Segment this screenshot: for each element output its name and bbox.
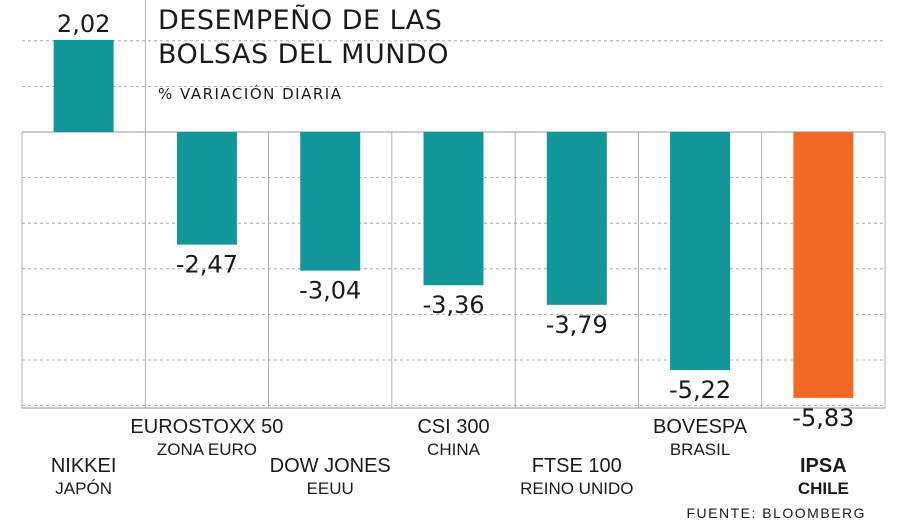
- bar: [793, 132, 854, 398]
- data-label: -3,04: [299, 277, 361, 305]
- title-block: DESEMPEÑO DE LAS BOLSAS DEL MUNDO % VARI…: [158, 4, 449, 103]
- source-note: FUENTE: BLOOMBERG: [686, 505, 866, 521]
- data-label: -2,47: [176, 251, 238, 279]
- chart-title: DESEMPEÑO DE LAS BOLSAS DEL MUNDO: [158, 5, 449, 70]
- bar: [546, 132, 607, 305]
- country-label: BRASIL: [670, 440, 730, 459]
- data-label: -5,83: [792, 404, 854, 432]
- data-label: 2,02: [57, 10, 110, 38]
- category-label: DOW JONES: [270, 455, 391, 477]
- data-label: -5,22: [669, 376, 731, 404]
- bar: [300, 132, 361, 271]
- category-label: NIKKEI: [51, 455, 117, 477]
- bar: [423, 132, 484, 286]
- country-label: JAPÓN: [55, 479, 112, 498]
- country-label: ZONA EURO: [157, 440, 257, 459]
- data-label: -3,36: [422, 291, 484, 319]
- country-label: CHINA: [427, 440, 481, 459]
- bar: [176, 132, 237, 245]
- category-label: FTSE 100: [532, 455, 622, 477]
- country-label: CHILE: [798, 479, 849, 498]
- category-label: EUROSTOXX 50: [130, 416, 283, 438]
- category-label: CSI 300: [417, 416, 489, 438]
- chart-subtitle: % VARIACIÓN DIARIA: [158, 85, 343, 103]
- bar: [53, 39, 114, 132]
- bar: [670, 132, 731, 371]
- data-label: -3,79: [546, 311, 608, 339]
- country-label: EEUU: [307, 479, 354, 498]
- category-label: BOVESPA: [653, 416, 748, 438]
- category-label: IPSA: [800, 455, 847, 477]
- country-label: REINO UNIDO: [520, 479, 633, 498]
